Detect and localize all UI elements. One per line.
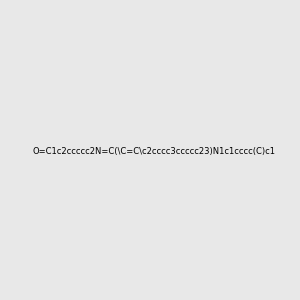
Text: O=C1c2ccccc2N=C(\C=C\c2cccc3ccccc23)N1c1cccc(C)c1: O=C1c2ccccc2N=C(\C=C\c2cccc3ccccc23)N1c1… [32, 147, 275, 156]
